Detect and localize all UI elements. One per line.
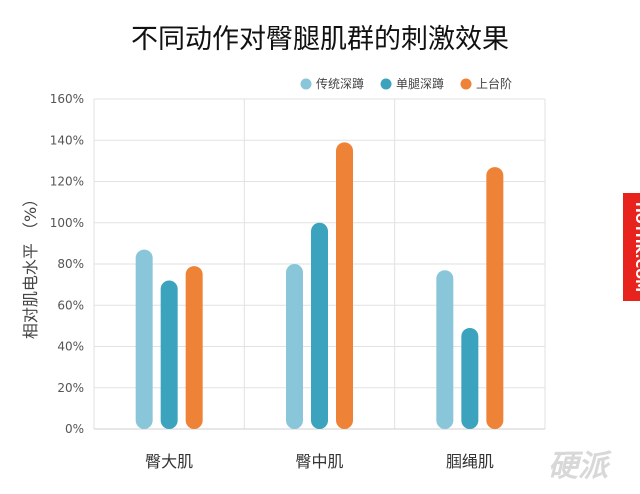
x-category-labels: 臀大肌 臀中肌 腘绳肌 xyxy=(145,452,494,471)
legend-label: 单腿深蹲 xyxy=(396,77,444,91)
x-category-label: 臀大肌 xyxy=(145,452,193,471)
y-tick-label: 140% xyxy=(50,133,84,147)
side-banner: HOTHK.COM xyxy=(623,193,640,301)
y-tick-label: 20% xyxy=(57,381,84,395)
legend-label: 上台阶 xyxy=(476,76,512,91)
bar xyxy=(286,264,303,429)
legend-label: 传统深蹲 xyxy=(316,76,364,91)
chart-title: 不同动作对臀腿肌群的刺激效果 xyxy=(131,24,509,55)
x-category-label: 臀中肌 xyxy=(295,452,343,471)
bar xyxy=(311,222,328,429)
bar xyxy=(461,327,479,429)
y-tick-label: 40% xyxy=(57,340,84,354)
y-tick-label: 100% xyxy=(50,216,84,230)
legend-swatch xyxy=(380,78,392,90)
y-tick-label: 0% xyxy=(65,422,84,436)
y-tick-label: 80% xyxy=(57,257,84,271)
legend-swatch xyxy=(460,78,472,90)
bar xyxy=(336,142,353,429)
legend: 传统深蹲 单腿深蹲 上台阶 xyxy=(300,76,512,91)
y-tick-label: 60% xyxy=(57,298,84,312)
bar xyxy=(185,266,203,429)
y-axis-label: 相对肌电水平 （%） xyxy=(21,191,40,339)
bar xyxy=(486,167,504,429)
x-category-label: 腘绳肌 xyxy=(446,452,494,471)
legend-swatch xyxy=(300,78,312,90)
y-tick-label: 160% xyxy=(50,92,84,106)
bar xyxy=(135,249,153,429)
bar xyxy=(436,270,454,429)
bars xyxy=(135,142,504,429)
bar xyxy=(160,280,178,429)
y-tick-label: 120% xyxy=(50,175,84,189)
side-banner-text: HOTHK.COM xyxy=(632,202,640,292)
watermark-logo: 硬派 xyxy=(548,449,612,484)
y-tick-labels: 0% 20% 40% 60% 80% 100% 120% 140% 160% xyxy=(50,92,84,436)
